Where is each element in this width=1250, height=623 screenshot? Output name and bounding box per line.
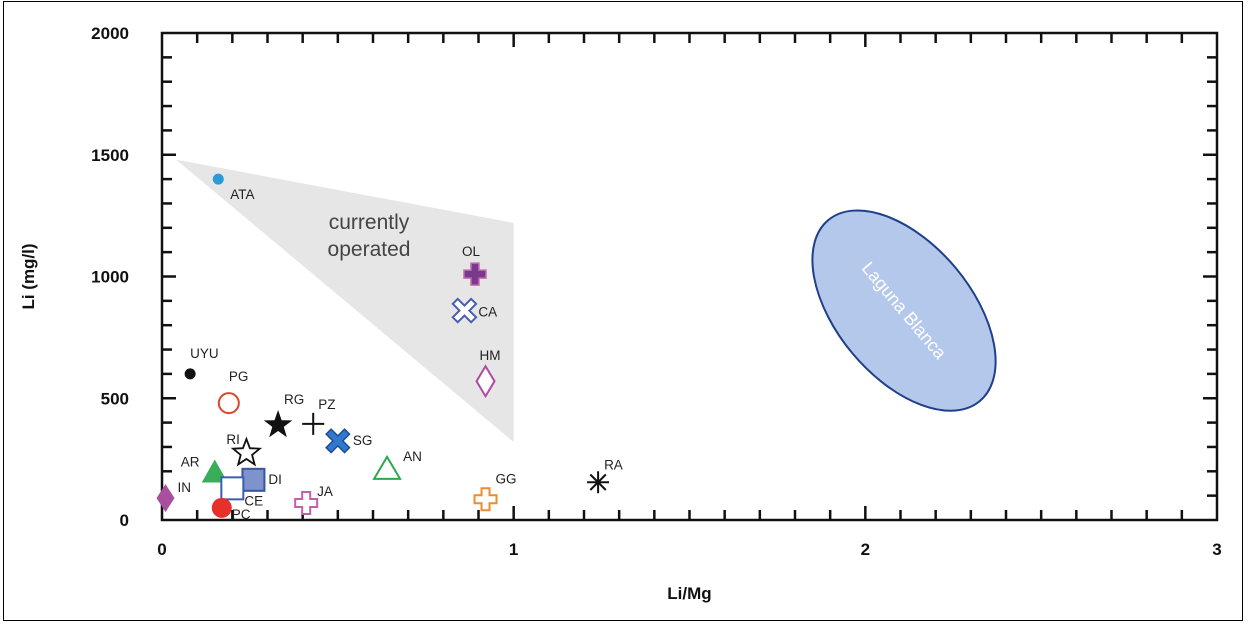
point-ce [220,476,245,501]
point-ri-label: RI [226,432,240,447]
figure-frame: currently operated Laguna Blanca 0 1 2 3 0 500 1… [3,1,1243,621]
point-gg-marker [473,487,498,512]
y-tick-label: 2000 [91,24,129,43]
point-in-label: IN [178,480,192,495]
point-in-marker [156,484,175,513]
point-pc-label: PC [232,507,251,522]
point-ata [212,173,224,185]
ticks-layer: 0 1 2 3 0 500 1000 1500 2000 [91,24,1222,559]
point-pg-marker [217,392,240,415]
point-ce-marker [220,476,245,501]
point-sg-marker [325,428,351,454]
point-ra-marker [587,471,610,494]
point-pz-label: PZ [318,397,335,412]
point-ja-marker [294,490,319,515]
y-tick-label: 500 [101,389,129,408]
region-label-currently-operated: currently operated [328,211,411,261]
point-uyu-label: UYU [190,346,219,361]
point-ar-label: AR [181,455,200,470]
point-rg-marker [263,410,293,438]
x-tick-label: 2 [861,540,870,559]
point-sg-label: SG [353,433,373,448]
region-laguna-blanca [811,209,997,412]
point-ca-marker [451,297,478,324]
point-pc-marker [211,497,232,518]
x-tick-label: 3 [1212,540,1221,559]
point-an [372,454,402,480]
point-di-marker [241,467,266,492]
point-ata-label: ATA [230,187,254,202]
point-ri-marker [230,436,263,467]
point-an-marker [372,454,402,480]
point-pz-marker [302,412,325,435]
region-label-line: currently [329,211,410,234]
point-ca [451,297,478,324]
y-tick-label: 1000 [91,268,129,287]
point-ce-label: CE [244,493,263,508]
point-ol [463,262,487,286]
point-pc [211,497,232,518]
point-sg [325,428,351,454]
point-pg-label: PG [229,369,249,384]
point-in [156,484,175,513]
point-ri [230,436,263,467]
x-axis-title: Li/Mg [667,584,711,603]
point-an-label: AN [403,449,422,464]
y-axis-title: Li (mg/l) [19,243,38,309]
y-tick-label: 1500 [91,146,129,165]
point-rg-label: RG [284,392,304,407]
point-rg [263,410,293,438]
point-di-label: DI [268,472,282,487]
region-currently-operated [176,159,514,443]
point-ata-marker [212,173,224,185]
point-gg [473,487,498,512]
point-gg-label: GG [496,471,517,486]
point-ja [294,490,319,515]
point-labels-layer: ATA OL CA HM UYU PG RG PZ SG RI AN AR DI CE GG RA JA IN PC [178,187,623,522]
points-layer [156,173,610,518]
point-pg [217,392,240,415]
point-uyu [184,368,196,380]
x-tick-label: 1 [509,540,518,559]
point-hm-label: HM [480,348,501,363]
point-pz [302,412,325,435]
point-ja-label: JA [317,484,333,499]
y-tick-label: 0 [120,511,129,530]
point-ca-label: CA [478,305,497,320]
point-uyu-marker [184,368,196,380]
point-hm [475,364,496,399]
point-ol-label: OL [462,244,481,259]
point-di [241,467,266,492]
region-label-line: operated [328,238,411,261]
point-ol-marker [463,262,487,286]
point-hm-marker [475,364,496,399]
point-ra-label: RA [604,457,623,472]
point-ra [587,471,610,494]
x-tick-label: 0 [157,540,166,559]
